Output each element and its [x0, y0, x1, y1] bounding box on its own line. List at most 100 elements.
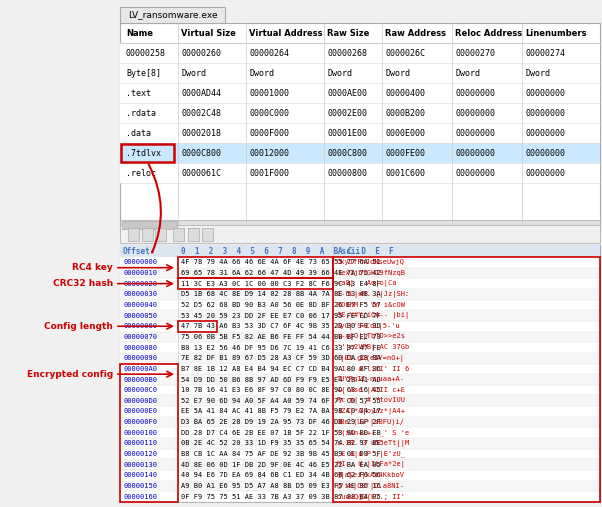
- Text: ''|e2VFB|.AC 37Gb: ''|e2VFB|.AC 37Gb: [337, 344, 409, 351]
- Text: Linenumbers: Linenumbers: [525, 28, 586, 38]
- Text: 00000130: 00000130: [123, 462, 157, 468]
- Text: .reloc: .reloc: [126, 168, 156, 177]
- Text: .data: .data: [126, 128, 151, 137]
- Text: 00000000: 00000000: [455, 108, 495, 118]
- Text: Dword: Dword: [181, 68, 206, 78]
- Bar: [178, 321, 217, 332]
- Text: Raw Size: Raw Size: [327, 28, 370, 38]
- Text: 000000C0: 000000C0: [123, 387, 157, 393]
- Text: 00000000: 00000000: [525, 168, 565, 177]
- Text: ~|B1.gO(eIY=nO+|: ~|B1.gO(eIY=nO+|: [337, 355, 405, 361]
- Text: 4D 8E 06 0D 1F DB 2D 9F 0E 4C 46 E5 22 BA EA 05: 4D 8E 06 0D 1F DB 2D 9F 0E 4C 46 E5 22 B…: [181, 462, 380, 468]
- Bar: [120, 374, 600, 385]
- Text: Byte[8]: Byte[8]: [126, 68, 161, 78]
- Text: 00000120: 00000120: [123, 451, 157, 457]
- Text: Dword: Dword: [249, 68, 274, 78]
- FancyArrowPatch shape: [149, 164, 161, 252]
- Bar: [120, 143, 600, 163]
- Text: 00000140: 00000140: [123, 473, 157, 479]
- Bar: [120, 83, 600, 103]
- Bar: [120, 470, 600, 481]
- Bar: [173, 228, 184, 241]
- Bar: [120, 245, 600, 257]
- Text: 00000000: 00000000: [455, 128, 495, 137]
- Text: Offset: Offset: [123, 246, 150, 256]
- Text: 00001E00: 00001E00: [327, 128, 367, 137]
- Bar: [120, 385, 600, 395]
- Text: 0B 2E 4C 52 20 33 1D F9 35 35 65 54 74 82 97 BE: 0B 2E 4C 52 20 33 1D F9 35 35 65 54 74 8…: [181, 441, 380, 446]
- Text: 00000000: 00000000: [455, 89, 495, 97]
- Text: 00000260: 00000260: [181, 49, 221, 57]
- Text: 00000030: 00000030: [123, 292, 157, 297]
- Text: 00000000: 00000000: [525, 128, 565, 137]
- Text: D5 1B 68 4C 8E D9 14 02 28 8B 4A 7A 8E 53 48 3A: D5 1B 68 4C 8E D9 14 02 28 8B 4A 7A 8E 5…: [181, 292, 380, 297]
- Text: 0F F9 75 75 51 AE 33 7B A3 37 09 3B 87 88 B4 05: 0F F9 75 75 51 AE 33 7B A3 37 09 3B 87 8…: [181, 494, 380, 500]
- Text: Virtual Size: Virtual Size: [181, 28, 236, 38]
- Bar: [120, 364, 600, 374]
- Text: <a8|   Ao|o|Ca: <a8| Ao|o|Ca: [337, 280, 397, 287]
- Text: .7tdlvx: .7tdlvx: [126, 149, 161, 158]
- Text: SE.Y#Y/iCA-- |bi|: SE.Y#Y/iCA-- |bi|: [337, 312, 409, 319]
- Text: ouuuQ@3{E7.; II': ouuuQ@3{E7.; II': [337, 493, 405, 500]
- Text: 00000020: 00000020: [123, 281, 157, 286]
- Text: Ascii: Ascii: [338, 246, 361, 256]
- Text: Name: Name: [126, 28, 153, 38]
- Text: 00000100: 00000100: [123, 430, 157, 436]
- Bar: [202, 228, 213, 241]
- Text: RObhM ' Vn i&cOW: RObhM ' Vn i&cOW: [337, 302, 405, 308]
- Bar: [120, 23, 600, 232]
- Bar: [120, 342, 600, 353]
- Text: 52 D5 62 68 BD 90 B3 A0 56 0E 8D BF 26 E7 F5 57: 52 D5 62 68 BD 90 B3 A0 56 0E 8D BF 26 E…: [181, 302, 380, 308]
- Text: 0000AE00: 0000AE00: [327, 89, 367, 97]
- Text: TUYPqII-nuuaa+A-: TUYPqII-nuuaa+A-: [337, 377, 405, 382]
- Text: 0000026C: 0000026C: [385, 49, 425, 57]
- Text: 11 3C E3 A3 0C 1C 00 00 C3 F2 8C F6 9C 43 E4 8F: 11 3C E3 A3 0C 1C 00 00 C3 F2 8C F6 9C 4…: [181, 281, 380, 286]
- Bar: [120, 427, 600, 438]
- Text: 00000000: 00000000: [525, 108, 565, 118]
- Bar: [120, 123, 600, 143]
- Bar: [120, 321, 600, 332]
- Text: @'ie|OS'|O.a8NI-: @'ie|OS'|O.a8NI-: [337, 483, 405, 490]
- Text: 10 7B 16 41 E3 E6 8F 97 C0 80 0C 8E 9D 63 16 45: 10 7B 16 41 E3 E6 8F 97 C0 80 0C 8E 9D 6…: [181, 387, 380, 393]
- Text: 000000F0: 000000F0: [123, 419, 157, 425]
- Text: C-hL|e9. (|Jz|SH:: C-hL|e9. (|Jz|SH:: [337, 291, 409, 298]
- Bar: [178, 278, 333, 289]
- Text: O8e.(U+*|sBFU)i/: O8e.(U+*|sBFU)i/: [337, 419, 405, 425]
- Text: 00002E00: 00002E00: [327, 108, 367, 118]
- Text: 0001F000: 0001F000: [249, 168, 289, 177]
- Text: -I-: a'liCI' II 6: -I-: a'liCI' II 6: [337, 366, 409, 372]
- Text: 0000C000: 0000C000: [249, 108, 289, 118]
- Text: 0000AD44: 0000AD44: [181, 89, 221, 97]
- Text: 54 D9 DD 50 B6 8B 97 AD 6D F9 F9 E5 E4 2B 41 AD: 54 D9 DD 50 B6 8B 97 AD 6D F9 F9 E5 E4 2…: [181, 377, 380, 382]
- Text: 00000110: 00000110: [123, 441, 157, 446]
- Text: Dword: Dword: [525, 68, 550, 78]
- Text: 0000C800: 0000C800: [327, 149, 367, 158]
- Text: 00000000: 00000000: [455, 168, 495, 177]
- Text: Raw Address: Raw Address: [385, 28, 446, 38]
- Text: GyC|'S=CoL|5-'u: GyC|'S=CoL|5-'u: [337, 323, 401, 330]
- Text: 00000264: 00000264: [249, 49, 289, 57]
- Bar: [120, 459, 600, 470]
- Text: 00000090: 00000090: [123, 355, 157, 361]
- Text: 53 45 20 59 23 DD 2F EE E7 C0 06 17 95 FE ED 7F: 53 45 20 59 23 DD 2F EE E7 C0 06 17 95 F…: [181, 313, 380, 318]
- Text: 00000258: 00000258: [126, 49, 166, 57]
- Text: 00000060: 00000060: [123, 323, 157, 329]
- Bar: [155, 228, 166, 241]
- Bar: [142, 228, 153, 241]
- Text: 52 E7 90 6D 94 A0 5F A4 A0 59 74 6F 77 CD 57 55: 52 E7 90 6D 94 A0 5F A4 A0 59 74 6F 77 C…: [181, 398, 380, 404]
- Text: 0000061C: 0000061C: [181, 168, 221, 177]
- Bar: [188, 228, 199, 241]
- Text: B0 13 E2 56 46 DF 95 D6 7C 19 41 C6 33 37 47 FE: B0 13 E2 56 46 DF 95 D6 7C 19 41 C6 33 3…: [181, 345, 380, 350]
- Text: 00002018: 00002018: [181, 128, 221, 137]
- Text: 00000040: 00000040: [123, 302, 157, 308]
- Bar: [120, 225, 600, 243]
- Text: Rc m| _# YtovIUU: Rc m| _# YtovIUU: [337, 397, 405, 404]
- Bar: [122, 221, 177, 229]
- Text: u-o[O||TbTD>>e2s: u-o[O||TbTD>>e2s: [337, 334, 405, 340]
- Text: 0000E000: 0000E000: [385, 128, 425, 137]
- Text: 75 06 0B 5B F5 82 AE B6 FE FF 54 44 BB BF E2 73: 75 06 0B 5B F5 82 AE B6 FE FF 54 44 BB B…: [181, 334, 380, 340]
- Text: DD 28 D7 C4 6E 2B EE 07 1B 5F 22 1F 53 9D B0 EB: DD 28 D7 C4 6E 2B EE 07 1B 5F 22 1F 53 9…: [181, 430, 380, 436]
- Bar: [120, 63, 600, 83]
- Text: 0000C800: 0000C800: [181, 149, 221, 158]
- Text: .rdata: .rdata: [126, 108, 156, 118]
